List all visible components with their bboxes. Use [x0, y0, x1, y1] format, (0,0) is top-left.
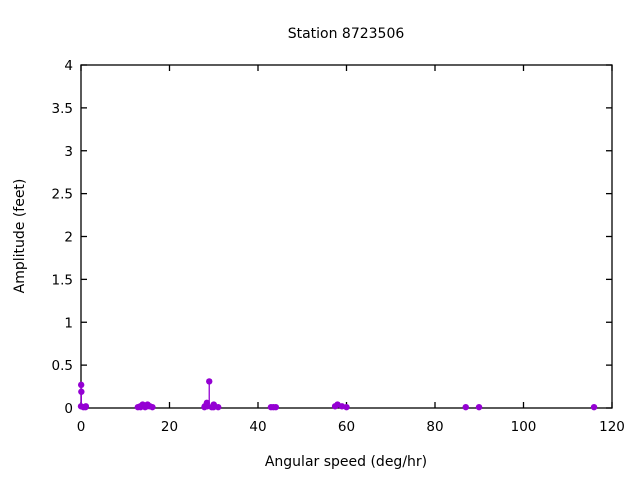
plot-area: 0 20 40 60 80 100 120 0 0.5 1 1.5 2 2.5 3 3.5 4	[52, 58, 625, 435]
x-tick-label: 0	[77, 419, 86, 435]
data-point	[214, 403, 222, 411]
chart-title: Station 8723506	[288, 26, 405, 42]
x-tick-label: 100	[511, 419, 537, 435]
x-tick-label: 60	[338, 419, 355, 435]
y-tick-label: 3.5	[52, 101, 73, 117]
y-tick-label: 0	[64, 401, 73, 417]
data-point	[272, 403, 280, 411]
x-axis-label: Angular speed (deg/hr)	[265, 454, 427, 470]
x-tick-label: 20	[161, 419, 178, 435]
y-tick-label: 2.5	[52, 187, 73, 203]
x-tick-label: 40	[249, 419, 266, 435]
data-point	[77, 381, 85, 389]
y-tick-label: 0.5	[52, 358, 73, 374]
data-point	[78, 388, 85, 395]
y-tick-label: 4	[64, 58, 73, 74]
y-axis-label: Amplitude (feet)	[12, 179, 28, 294]
data-point	[462, 403, 469, 411]
x-tick-label: 80	[426, 419, 443, 435]
data-point	[475, 403, 483, 411]
x-tick-label: 120	[599, 419, 625, 435]
y-tick-label: 2	[64, 230, 73, 246]
y-tick-label: 1	[64, 315, 73, 331]
plot-border	[80, 64, 613, 409]
data-point	[82, 403, 90, 410]
y-tick-label: 1.5	[52, 272, 73, 288]
data-point	[149, 403, 156, 411]
y-tick-label: 3	[64, 144, 73, 160]
data-point	[206, 378, 213, 385]
data-point	[590, 403, 598, 411]
data-point	[343, 403, 350, 411]
